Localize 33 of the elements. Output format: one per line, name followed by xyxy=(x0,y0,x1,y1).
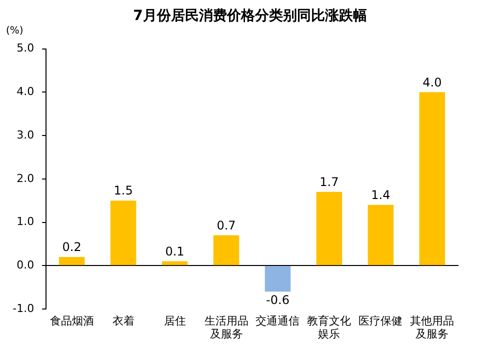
bar xyxy=(316,192,342,266)
data-label: 1.4 xyxy=(371,188,390,202)
bar xyxy=(419,92,446,266)
bar xyxy=(58,256,85,266)
bar xyxy=(110,200,136,266)
y-tick-label: 4.0 xyxy=(16,85,34,98)
x-tick-label: 食品烟酒 xyxy=(50,314,94,328)
x-tick-label: 其他用品及服务 xyxy=(410,314,454,341)
x-tick-label: 居住 xyxy=(164,314,186,328)
y-tick-label: 1.0 xyxy=(16,215,34,228)
y-tick-label: 0.0 xyxy=(16,258,34,272)
data-label: 0.2 xyxy=(62,240,82,254)
bar xyxy=(368,204,394,266)
bar xyxy=(162,261,188,266)
data-label: 0.1 xyxy=(165,244,184,258)
data-label: 4.0 xyxy=(422,75,442,90)
x-tick-label: 生活用品及服务 xyxy=(204,314,248,341)
y-tick-label: -1.0 xyxy=(12,302,34,315)
data-label: 1.5 xyxy=(114,184,133,198)
x-tick-label: 衣着 xyxy=(112,314,134,328)
bar xyxy=(213,235,240,266)
y-tick-label: 3.0 xyxy=(16,128,34,142)
chart-title: 7月份居民消费价格分类别同比涨跌幅 xyxy=(133,8,367,24)
y-tick-label: 2.0 xyxy=(16,172,34,185)
data-label: 0.7 xyxy=(216,218,236,232)
x-tick-label: 医疗保健 xyxy=(358,314,403,328)
bar xyxy=(264,266,291,292)
x-tick-label: 教育文化娱乐 xyxy=(307,314,352,341)
y-tick-label: 5.0 xyxy=(16,42,34,55)
data-label: -0.6 xyxy=(266,292,290,307)
x-tick-label: 交通通信 xyxy=(256,314,300,328)
y-axis-title: (%) xyxy=(6,25,24,36)
data-label: 1.7 xyxy=(320,175,339,190)
